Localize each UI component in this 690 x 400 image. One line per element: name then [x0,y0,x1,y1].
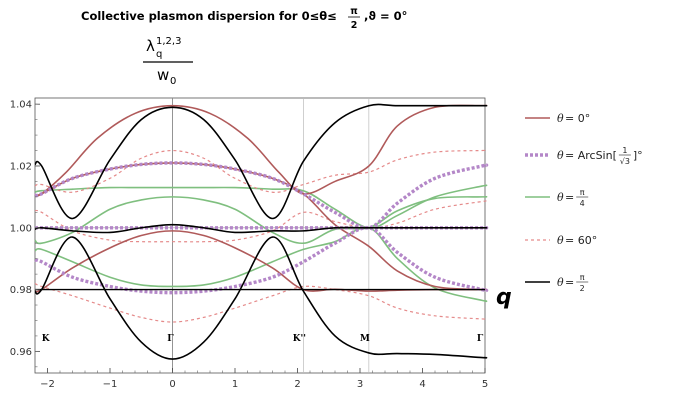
legend-symbol-3: θ [557,234,564,247]
y-tick-label-0: 0.96 [10,347,32,358]
series-line-10 [34,200,488,243]
x-tick-label-4: 2 [294,379,300,390]
legend-text-1: = ArcSin[ [565,149,617,162]
chart-title: Collective plasmon dispersion for 0≤θ≤ π… [81,6,407,31]
series-line-12 [34,103,488,220]
legend-text-4: = [565,276,574,289]
x-tick-label-2: 0 [169,379,175,390]
legend-text-3: = 60° [565,234,597,247]
legend-text-2: = [565,191,574,204]
point-label-3: M [360,334,370,344]
x-tick-label-7: 5 [482,379,488,390]
symmetry-point-labels: K Γ K'' M Γ [42,334,484,344]
point-label-1: Γ [167,334,174,344]
legend-entry-4: θ = π 2 [525,273,589,293]
legend-frac-den-1: √3 [620,157,630,166]
series-line-0 [34,104,488,197]
x-tick-label-5: 3 [357,379,363,390]
title-frac-num: π [350,6,358,17]
series-line-13 [34,223,488,234]
title-text: Collective plasmon dispersion for 0≤θ≤ [81,9,337,23]
legend-symbol-4: θ [557,276,564,289]
legend-frac-den-2: 4 [580,199,585,208]
y-axis: 0.96 0.98 1.00 1.02 1.04 [10,100,40,368]
legend: θ = 0°θ = ArcSin[1√3]°θ = π4θ = 60°θ = π… [525,112,643,293]
point-label-2: K'' [293,334,306,344]
series-lines [34,103,489,360]
legend-symbol-2: θ [557,191,564,204]
y-tick-label-2: 1.00 [10,223,32,234]
legend-frac-num-2: π [580,188,585,197]
series-line-14 [34,236,488,360]
legend-text-0: = 0° [565,112,590,125]
x-tick-label-3: 1 [232,379,238,390]
y-tick-label-4: 1.04 [10,100,32,111]
legend-frac-num-1: 1 [622,146,627,155]
series-line-2 [34,230,488,293]
x-tick-label-1: −1 [103,379,118,390]
legend-entry-0: θ = 0° [525,112,590,125]
x-axis: −2 −1 0 1 2 3 4 5 [40,368,488,390]
title-tail: ,ϑ = 0° [364,9,407,23]
plot-frame [34,97,486,374]
x-tick-label-6: 4 [419,379,425,390]
series-line-5 [34,226,489,295]
y-tick-label-3: 1.02 [10,161,32,172]
series-line-7 [34,195,488,245]
vertical-guides [35,98,485,373]
ylabel-denominator: w [157,66,169,84]
legend-frac-num-4: π [580,273,585,282]
ylabel-denominator-subscript: 0 [170,76,176,87]
ylabel-subscript: q [156,49,162,60]
y-axis-label: λ 1,2,3 q w 0 [143,36,193,87]
legend-tail-1: ]° [633,149,643,162]
point-label-0: K [42,334,51,344]
legend-symbol-0: θ [557,112,564,125]
legend-entry-2: θ = π 4 [525,188,589,208]
legend-symbol-1: θ [557,149,564,162]
ylabel-superscript: 1,2,3 [156,36,181,47]
legend-entry-1: θ = ArcSin[ 1 √3]° [525,146,643,166]
point-label-4: Γ [477,334,484,344]
legend-frac-den-4: 2 [580,284,585,293]
title-frac-den: 2 [351,20,358,31]
series-line-3 [34,161,489,230]
series-line-8 [34,226,488,303]
ylabel-symbol: λ [146,37,155,55]
legend-entry-3: θ = 60° [525,234,597,247]
x-tick-label-0: −2 [40,379,55,390]
x-axis-label: q [496,285,512,310]
y-tick-label-1: 0.98 [10,285,32,296]
series-line-6 [34,184,488,229]
